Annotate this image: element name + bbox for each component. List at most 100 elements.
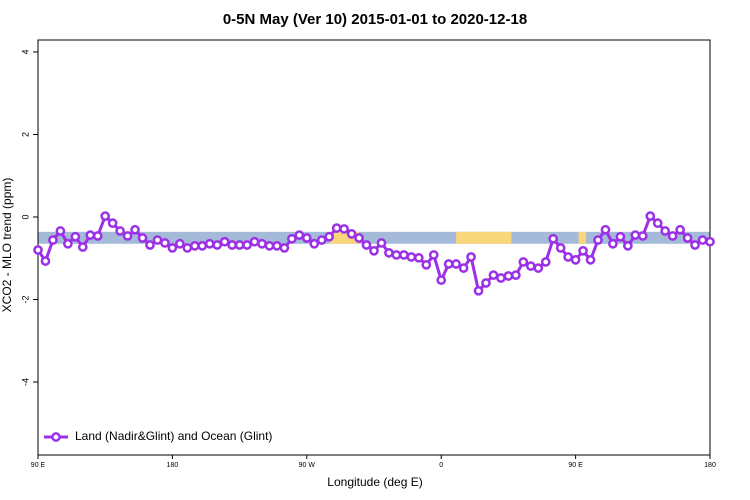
data-point <box>107 218 118 229</box>
data-point <box>518 257 529 267</box>
data-point <box>525 261 536 271</box>
data-point <box>77 242 88 252</box>
data-point <box>623 240 633 251</box>
data-point <box>316 235 327 245</box>
data-point <box>197 240 208 251</box>
data-point <box>578 245 588 256</box>
data-point <box>145 240 155 250</box>
x-tick-label: 90 E <box>31 462 46 469</box>
x-tick-label: 180 <box>167 462 179 469</box>
data-point <box>354 233 364 243</box>
data-point <box>548 233 559 244</box>
data-point <box>137 233 148 243</box>
data-point <box>204 238 215 249</box>
data-point <box>391 250 402 260</box>
data-point <box>436 275 447 285</box>
data-point <box>294 230 305 240</box>
data-point <box>585 255 596 265</box>
band <box>38 231 710 244</box>
data-point <box>451 259 461 269</box>
data-point <box>40 256 51 266</box>
data-point <box>264 240 275 251</box>
data-point <box>85 230 96 240</box>
data-point <box>652 218 663 229</box>
data-point <box>346 229 357 239</box>
data-point <box>55 226 66 236</box>
x-axis-label: Longitude (deg E) <box>327 475 422 489</box>
data-point <box>413 252 424 263</box>
data-point <box>630 230 641 240</box>
data-point <box>705 236 715 247</box>
data-point <box>70 231 81 242</box>
data-point <box>212 240 223 250</box>
data-point <box>406 252 417 262</box>
data-point <box>615 231 626 242</box>
data-point <box>48 235 58 245</box>
data-point <box>645 211 656 221</box>
legend-label: Land (Nadir&Glint) and Ocean (Glint) <box>75 429 272 443</box>
data-point <box>376 238 387 248</box>
data-point <box>279 243 290 253</box>
data-point <box>152 235 163 245</box>
data-point <box>697 235 708 245</box>
data-point <box>593 235 603 245</box>
data-point <box>249 236 260 247</box>
data-point <box>339 224 349 234</box>
data-point <box>481 278 491 288</box>
data-point <box>690 240 700 250</box>
chart-title: 0-5N May (Ver 10) 2015-01-01 to 2020-12-… <box>223 11 527 28</box>
y-tick-label: 2 <box>20 132 30 137</box>
data-point <box>331 223 342 233</box>
data-point <box>287 233 297 244</box>
data-point <box>369 245 379 256</box>
data-point <box>660 226 671 236</box>
data-point <box>257 238 267 249</box>
y-tick-label: -4 <box>20 378 30 386</box>
x-tick-label: 90 W <box>299 462 316 469</box>
data-point <box>242 240 252 250</box>
data-point <box>167 243 178 253</box>
data-point <box>234 240 245 250</box>
data-point <box>219 236 230 247</box>
data-point <box>309 238 320 249</box>
data-point <box>555 243 566 253</box>
y-tick-label: 0 <box>20 214 30 219</box>
y-axis-label: XCO2 - MLO trend (ppm) <box>0 178 14 313</box>
data-point <box>675 224 685 235</box>
data-point <box>428 250 439 260</box>
data-point <box>160 238 170 248</box>
data-point <box>533 263 544 273</box>
data-point <box>667 231 678 241</box>
x-tick-label: 180 <box>704 462 716 469</box>
data-point <box>608 238 618 249</box>
x-tick-label: 0 <box>439 462 443 469</box>
data-point <box>540 257 551 267</box>
y-tick-label: 4 <box>20 49 30 54</box>
data-point <box>488 270 499 280</box>
data-point <box>384 248 394 258</box>
data-point <box>115 226 125 236</box>
data-point <box>570 255 581 265</box>
data-point <box>399 250 409 260</box>
data-point <box>324 231 335 242</box>
data-point <box>443 259 454 269</box>
data-point <box>227 240 237 250</box>
band-highlight <box>578 231 587 244</box>
y-tick-label: -2 <box>20 295 30 303</box>
data-point <box>92 231 103 241</box>
data-point <box>272 240 282 251</box>
data-point <box>682 233 693 243</box>
data-point <box>563 252 573 262</box>
data-point <box>301 233 312 243</box>
band-highlight <box>456 231 512 244</box>
data-point <box>33 245 43 255</box>
data-point <box>496 273 506 283</box>
data-point <box>130 224 140 235</box>
data-point <box>600 224 611 235</box>
data-point <box>473 285 484 296</box>
x-tick-label: 90 E <box>568 462 583 469</box>
data-point <box>458 263 469 273</box>
data-point <box>189 240 200 251</box>
data-point <box>122 231 133 241</box>
